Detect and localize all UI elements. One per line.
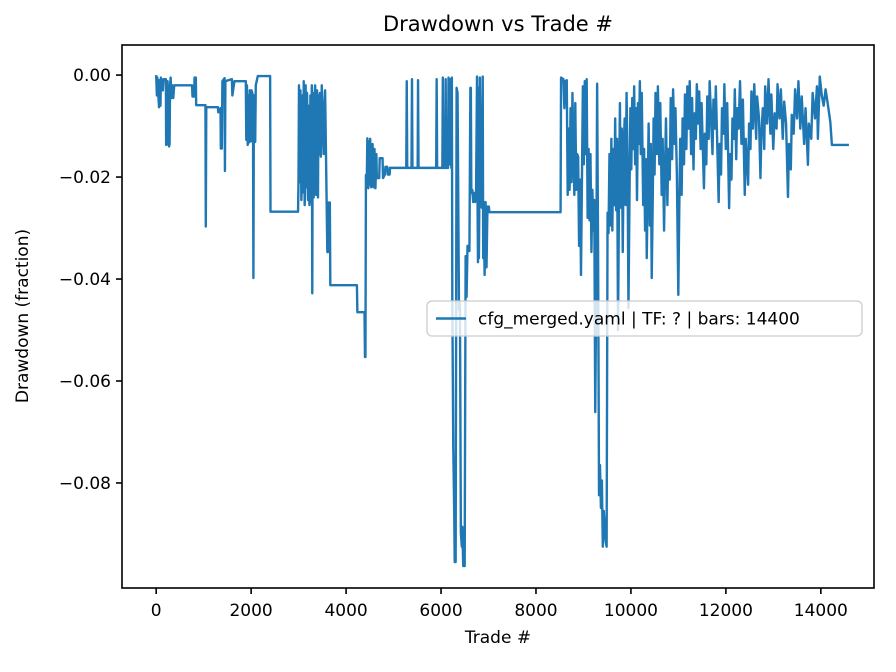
x-axis-ticks: 0 2000 4000 6000 8000 10000 12000 14000 [151,588,848,621]
legend-box [426,300,863,337]
drawdown-series-line [154,74,849,568]
y-tick-label: −0.02 [59,168,111,188]
x-tick-label: 0 [151,601,162,621]
y-tick-label: −0.06 [59,372,111,392]
y-axis-ticks: 0.00 −0.02 −0.04 −0.06 −0.08 [59,66,122,494]
x-axis-label: Trade # [464,628,531,648]
drawdown-line [154,74,849,568]
y-tick-label: −0.04 [59,270,111,290]
x-tick-label: 12000 [699,601,753,621]
legend: cfg_merged.yaml | TF: ? | bars: 14400 [426,300,863,337]
x-tick-label: 10000 [604,601,658,621]
x-tick-label: 2000 [229,601,272,621]
y-axis-label: Drawdown (fraction) [13,229,33,403]
x-tick-label: 8000 [514,601,557,621]
axes-spines [121,44,875,589]
x-tick-label: 4000 [324,601,367,621]
x-tick-label: 6000 [419,601,462,621]
y-tick-label: −0.08 [59,474,111,494]
chart-title: Drawdown vs Trade # [383,12,613,36]
x-tick-label: 14000 [794,601,848,621]
legend-label: cfg_merged.yaml | TF: ? | bars: 14400 [478,310,800,330]
y-tick-label: 0.00 [73,66,111,86]
